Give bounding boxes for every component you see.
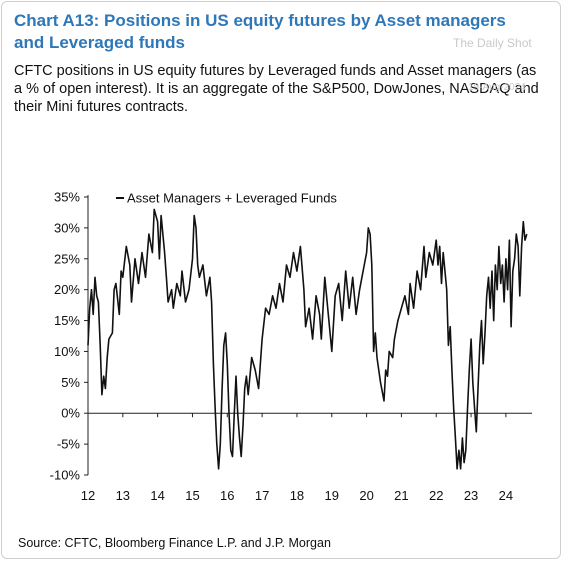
y-tick-label: 25%	[54, 251, 80, 266]
x-tick-label: 21	[394, 488, 408, 503]
x-tick-label: 23	[464, 488, 478, 503]
chart-axes	[87, 195, 532, 475]
y-tick-label: 15%	[54, 313, 80, 328]
y-tick-label: 5%	[61, 375, 80, 390]
x-tick-label: 24	[499, 488, 513, 503]
chart-subtitle: CFTC positions in US equity futures by L…	[14, 63, 539, 115]
x-tick-label: 16	[220, 488, 234, 503]
y-tick-label: 35%	[54, 190, 80, 205]
y-tick-label: -5%	[57, 437, 81, 452]
x-tick-label: 15	[185, 488, 199, 503]
y-tick-label: 0%	[61, 406, 80, 421]
source-note: Source: CFTC, Bloomberg Finance L.P. and…	[18, 536, 331, 550]
chart-legend: Asset Managers + Leveraged Funds	[116, 191, 337, 206]
y-tick-label: 20%	[54, 282, 80, 297]
watermark-brand: The Daily Shot	[453, 36, 532, 50]
y-tick-label: 30%	[54, 220, 80, 235]
chart-title: Chart A13: Positions in US equity future…	[14, 11, 506, 52]
series-group	[87, 208, 528, 470]
watermark-date: 19-Aug-2024	[468, 82, 526, 93]
y-axis-ticks: -10% -5% 0% 5% 10% 15% 20% 25% 30% 35%	[50, 190, 88, 483]
series-line	[87, 208, 528, 470]
legend-label: Asset Managers + Leveraged Funds	[127, 191, 337, 206]
x-axis-ticks: 12 13 14 15 16 17 18 19 20 21 22 23 24	[81, 413, 513, 503]
x-tick-label: 20	[359, 488, 373, 503]
x-tick-label: 12	[81, 488, 95, 503]
y-tick-label: 10%	[54, 344, 80, 359]
x-tick-label: 18	[290, 488, 304, 503]
x-tick-label: 14	[150, 488, 164, 503]
x-tick-label: 17	[255, 488, 269, 503]
x-tick-label: 19	[325, 488, 339, 503]
y-tick-label: -10%	[50, 468, 81, 483]
x-tick-label: 13	[116, 488, 130, 503]
x-tick-label: 22	[429, 488, 443, 503]
